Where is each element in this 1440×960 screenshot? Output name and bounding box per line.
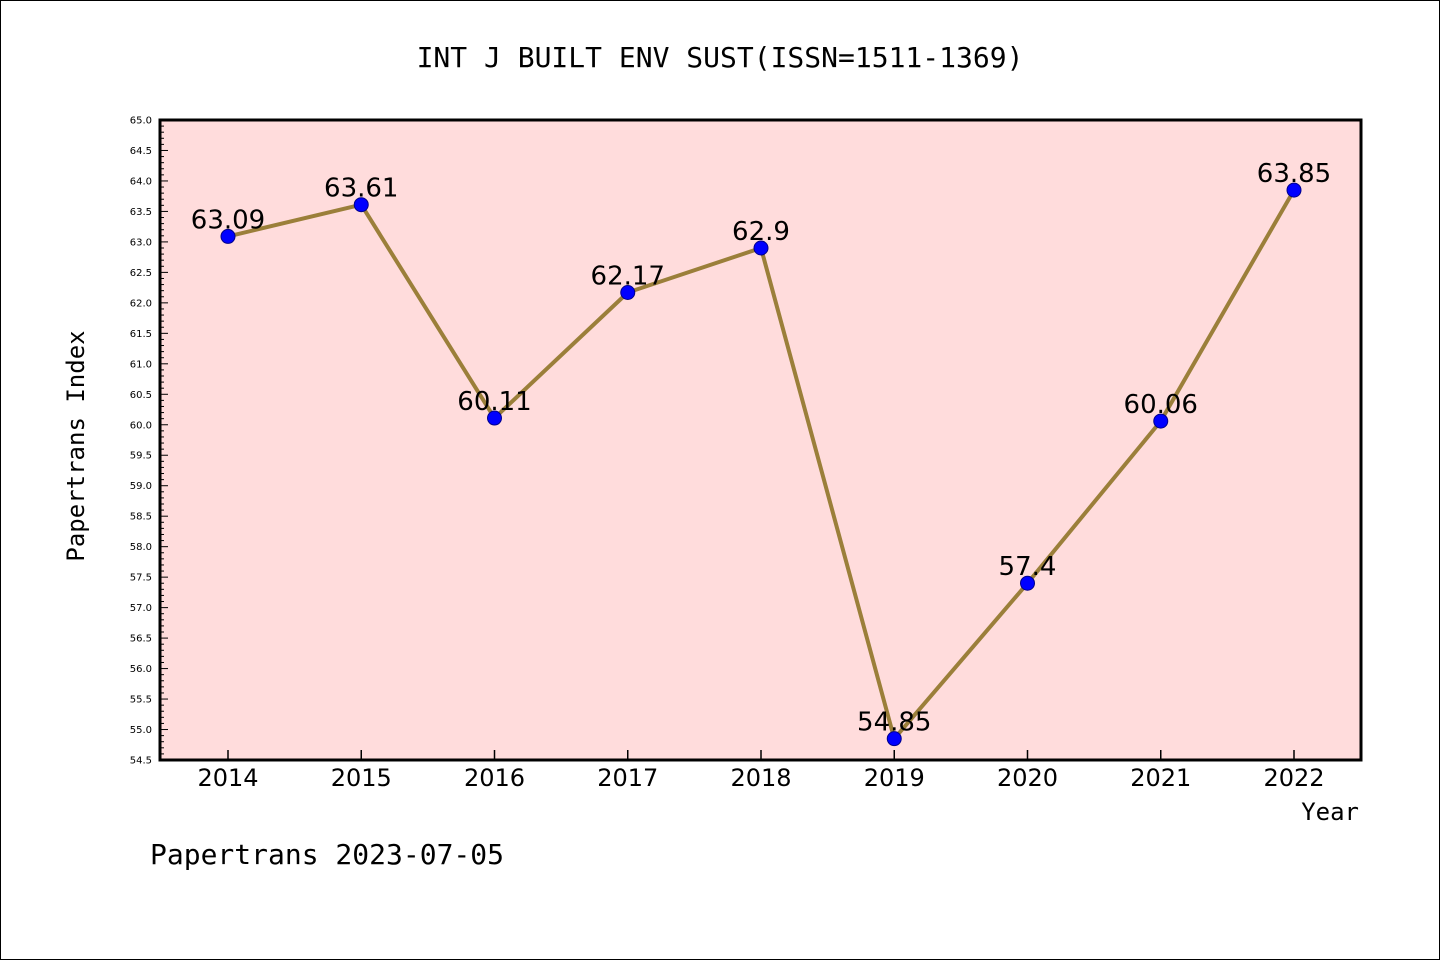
data-point — [886, 731, 902, 747]
x-axis-ticks: 2014 2015 2016 2017 2018 2019 2020 2021 2022 — [197, 750, 1325, 792]
y-tick-label: 56.0 — [130, 664, 152, 675]
data-label: 54.85 — [857, 708, 931, 738]
y-tick-label: 58.5 — [130, 512, 152, 523]
data-point — [753, 240, 769, 256]
data-label: 63.61 — [324, 174, 398, 204]
y-tick-label: 58.0 — [130, 542, 152, 553]
y-tick-label: 56.5 — [130, 634, 152, 645]
x-tick-label: 2014 — [197, 764, 258, 792]
y-tick-label: 64.0 — [130, 176, 152, 187]
series-group: 63.09 63.61 60.11 62.17 62.9 54.85 57.4 60.06 63… — [191, 159, 1331, 747]
chart-title: INT J BUILT ENV SUST(ISSN=1511-1369) — [417, 41, 1024, 74]
data-point — [487, 410, 502, 426]
y-tick-label: 59.0 — [130, 481, 152, 492]
y-tick-label: 63.5 — [130, 207, 152, 218]
x-tick-label: 2020 — [997, 764, 1058, 792]
y-tick-label: 61.5 — [130, 329, 152, 340]
y-tick-label: 55.5 — [130, 695, 152, 706]
y-axis-ticks: 54.5 55.0 55.5 56.0 56.5 57.0 57.5 58.0 58.5 59.0… — [130, 116, 168, 767]
data-point — [1020, 575, 1035, 591]
data-label: 57.4 — [999, 552, 1057, 582]
y-tick-label: 60.0 — [130, 420, 152, 431]
y-tick-label: 57.0 — [130, 603, 152, 614]
y-tick-label: 62.5 — [130, 268, 152, 279]
data-label: 62.9 — [732, 217, 790, 247]
data-point — [353, 197, 369, 213]
data-point — [620, 284, 636, 300]
data-label: 60.11 — [457, 387, 531, 417]
footer-text: Papertrans 2023-07-05 — [150, 838, 504, 871]
y-tick-label: 54.5 — [130, 756, 152, 767]
x-tick-label: 2018 — [730, 764, 791, 792]
plot-area — [158, 118, 1363, 762]
x-tick-label: 2015 — [331, 764, 392, 792]
y-tick-label: 65.0 — [130, 116, 152, 127]
y-tick-label: 59.5 — [130, 451, 152, 462]
x-axis-label: Year — [1301, 798, 1359, 826]
data-point — [1153, 413, 1169, 429]
data-label: 63.85 — [1257, 159, 1331, 189]
y-tick-label: 60.5 — [130, 390, 152, 401]
y-axis-label: Papertrans Index — [62, 330, 90, 561]
y-tick-label: 61.0 — [130, 359, 152, 370]
x-tick-label: 2022 — [1263, 764, 1324, 792]
data-label: 60.06 — [1124, 390, 1198, 420]
x-tick-label: 2021 — [1130, 764, 1191, 792]
data-point — [1286, 182, 1302, 198]
y-tick-label: 64.5 — [130, 146, 152, 157]
y-tick-label: 55.0 — [130, 725, 152, 736]
data-label: 62.17 — [591, 261, 665, 291]
y-tick-label: 57.5 — [130, 573, 152, 584]
x-tick-label: 2016 — [464, 764, 525, 792]
y-tick-label: 63.0 — [130, 237, 152, 248]
x-tick-label: 2019 — [864, 764, 925, 792]
data-label: 63.09 — [191, 205, 265, 235]
y-tick-label: 62.0 — [130, 298, 152, 309]
data-point — [220, 228, 236, 244]
x-tick-label: 2017 — [597, 764, 658, 792]
